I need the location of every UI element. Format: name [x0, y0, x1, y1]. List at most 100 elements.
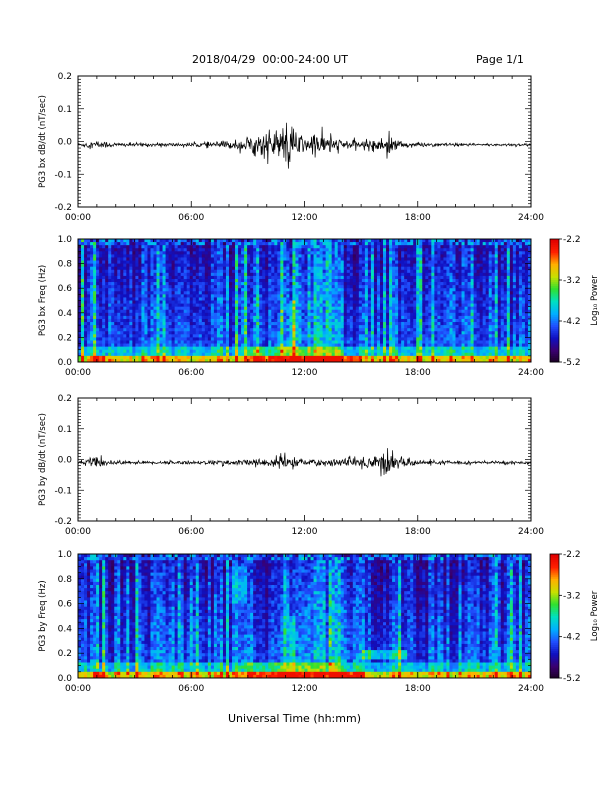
spectrogram-cell — [286, 306, 290, 311]
spectrogram-cell — [358, 325, 363, 329]
spectrogram-cell — [301, 325, 305, 329]
spectrogram-cell — [183, 242, 188, 246]
spectrogram-cell — [201, 358, 206, 363]
spectrogram-cell — [126, 278, 130, 283]
spectrogram-cell — [213, 328, 218, 332]
spectrogram-cell — [141, 294, 145, 298]
spectrogram-cell — [283, 322, 287, 326]
spectrogram-cell — [370, 325, 375, 329]
spectrogram-cell — [401, 294, 405, 298]
spectrogram-cell — [159, 340, 163, 344]
spectrogram-cell — [358, 239, 363, 243]
spectrogram-cell — [84, 260, 88, 264]
spectrogram-cell — [425, 312, 429, 317]
spectrogram-cell — [129, 263, 133, 268]
spectrogram-cell — [195, 257, 200, 261]
spectrogram-cell — [177, 251, 182, 255]
spectrogram-cell — [219, 334, 224, 338]
spectrogram-cell — [84, 306, 88, 311]
spectrogram-cell — [380, 288, 384, 292]
spectrogram-cell — [334, 266, 339, 271]
spectrogram-cell — [425, 337, 429, 341]
spectrogram-cell — [364, 340, 369, 344]
spectrogram-cell — [256, 355, 260, 360]
spectrogram-cell — [422, 291, 426, 295]
spectrogram-cell — [307, 337, 311, 341]
spectrogram-cell — [225, 306, 230, 311]
spectrogram-cell — [114, 355, 118, 360]
spectrogram-cell — [99, 318, 103, 323]
spectrogram-cell — [168, 358, 173, 363]
spectrogram-cell — [225, 337, 230, 341]
spectrogram-cell — [322, 285, 327, 289]
spectrogram-cell — [271, 349, 275, 354]
spectrogram-cell — [373, 346, 378, 351]
spectrogram-cell — [364, 343, 369, 348]
spectrogram-cell — [428, 303, 432, 308]
spectrogram-cell — [376, 263, 381, 268]
spectrogram-cell — [334, 278, 339, 283]
spectrogram-cell — [96, 282, 100, 286]
spectrogram-cell — [232, 248, 236, 252]
spectrogram-cell — [168, 297, 173, 301]
spectrogram-cell — [334, 343, 339, 348]
spectrogram-cell — [416, 254, 420, 258]
spectrogram-cell — [313, 340, 317, 344]
spectrogram-cell — [222, 318, 227, 323]
spectrogram-cell — [370, 352, 375, 357]
spectrogram-cell — [401, 315, 405, 320]
spectrogram-cell — [265, 269, 269, 274]
spectrogram-cell — [102, 309, 106, 314]
spectrogram-cell — [376, 325, 381, 329]
spectrogram-cell — [343, 260, 348, 264]
spectrogram-cell — [316, 288, 320, 292]
spectrogram-cell — [219, 245, 224, 249]
spectrogram-cell — [195, 322, 200, 326]
spectrogram-cell — [428, 355, 432, 360]
spectrogram-cell — [380, 355, 384, 360]
spectrogram-cell — [313, 278, 317, 283]
spectrogram-cell — [180, 355, 185, 360]
spectrogram-cell — [153, 322, 157, 326]
spectrogram-cell — [144, 257, 148, 261]
spectrogram-cell — [340, 355, 345, 360]
spectrogram-cell — [235, 269, 239, 274]
spectrogram-cell — [376, 257, 381, 261]
spectrogram-cell — [250, 322, 254, 326]
spectrogram-cell — [349, 337, 354, 341]
spectrogram-cell — [340, 328, 345, 332]
spectrogram-cell — [319, 251, 324, 255]
spectrogram-cell — [111, 322, 115, 326]
spectrogram-cell — [401, 355, 405, 360]
spectrogram-cell — [352, 306, 357, 311]
spectrogram-cell — [174, 245, 179, 249]
spectrogram-cell — [313, 334, 317, 338]
spectrogram-cell — [216, 248, 221, 252]
spectrogram-cell — [355, 334, 360, 338]
spectrogram-cell — [419, 245, 423, 249]
spectrogram-cell — [322, 266, 327, 271]
spectrogram-cell — [177, 315, 182, 320]
spectrogram-cell — [141, 272, 145, 277]
spectrogram-cell — [102, 325, 106, 329]
spectrogram-cell — [274, 358, 278, 363]
spectrogram-cell — [376, 245, 381, 249]
spectrogram-cell — [216, 325, 221, 329]
spectrogram-cell — [401, 272, 405, 277]
spectrogram-cell — [81, 278, 85, 283]
spectrogram-cell — [232, 245, 236, 249]
spectrogram-cell — [168, 288, 173, 292]
spectrogram-cell — [301, 257, 305, 261]
spectrogram-cell — [198, 312, 203, 317]
spectrogram-cell — [358, 245, 363, 249]
spectrogram-cell — [87, 282, 91, 286]
spectrogram-cell — [340, 352, 345, 357]
spectrogram-cell — [192, 349, 197, 354]
spectrogram-cell — [416, 278, 420, 283]
spectrogram-cell — [129, 294, 133, 298]
spectrogram-cell — [108, 340, 112, 344]
spectrogram-cell — [268, 331, 272, 335]
spectrogram-cell — [159, 315, 163, 320]
spectrogram-cell — [301, 315, 305, 320]
spectrogram-cell — [431, 269, 435, 274]
